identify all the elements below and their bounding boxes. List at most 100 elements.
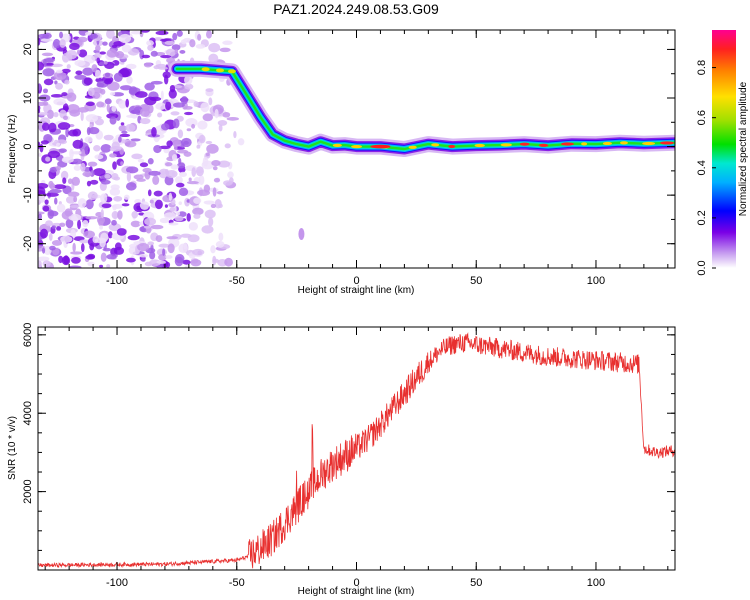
spectrogram-noise-blob — [96, 215, 105, 225]
spectrogram-noise-blob — [55, 69, 63, 74]
spectrogram-noise-blob — [154, 199, 163, 210]
spectrogram-noise-blob — [139, 201, 150, 210]
spectrogram-noise-blob — [214, 108, 219, 119]
spectrogram-noise-blob — [186, 212, 191, 222]
spectrogram-noise-blob — [147, 241, 155, 246]
spectrogram-noise-blob — [42, 68, 55, 77]
spectrogram-noise-blob — [111, 211, 119, 220]
spectrogram-noise-blob — [226, 117, 239, 121]
spectrogram-noise-blob — [165, 101, 172, 111]
spectrogram-noise-blob — [67, 191, 80, 198]
spectrogram-noise-blob — [45, 220, 53, 227]
spectrogram-noise-blob — [131, 211, 139, 219]
spectrogram-noise-blob — [146, 40, 154, 46]
spectrogram-noise-blob — [53, 184, 67, 190]
spectrogram-noise-blob — [108, 223, 122, 232]
spectrogram-noise-blob — [102, 41, 108, 46]
spectrogram-noise-blob — [158, 243, 170, 248]
colorbar-tick-label: 0.0 — [696, 260, 708, 275]
spectrogram-noise-blob — [89, 179, 99, 185]
spectrogram-ytick-label: 20 — [22, 43, 34, 55]
spectrogram-noise-blob — [45, 192, 59, 197]
spectrogram-noise-blob — [124, 140, 137, 148]
spectrogram-noise-blob — [99, 51, 106, 55]
spectrogram-noise-blob — [38, 256, 50, 262]
spectrogram-noise-blob — [223, 180, 233, 186]
spectrogram-noise-blob — [62, 177, 67, 184]
spectrogram-noise-blob — [165, 48, 177, 57]
spectrogram-noise-blob — [170, 111, 180, 116]
spectrogram-noise-blob — [133, 174, 144, 180]
spectrogram-noise-blob — [55, 165, 61, 171]
spectrogram-noise-blob — [150, 50, 158, 57]
spectrogram-noise-blob — [210, 245, 216, 254]
spectrogram-noise-blob — [85, 199, 94, 210]
spectrogram-noise-blob — [196, 144, 201, 149]
spectrogram-noise-blob — [38, 101, 47, 106]
spectrogram-noise-blob — [96, 101, 105, 108]
snr-xtick-label: 100 — [587, 577, 605, 589]
colorbar-tick-label: 0.6 — [696, 110, 708, 125]
spectrogram-noise-blob — [140, 258, 146, 262]
spectrogram-noise-blob — [202, 113, 213, 122]
spectrogram-noise-blob — [109, 91, 116, 96]
spectrogram-noise-blob — [38, 61, 45, 71]
spectrogram-noise-blob — [127, 234, 140, 241]
spectrogram-xtick-label: 0 — [353, 275, 359, 287]
spectrogram-noise-blob — [216, 190, 224, 195]
spectrogram-noise-blob — [208, 42, 221, 53]
spectrogram-noise-blob — [166, 57, 176, 64]
spectrogram-peak — [500, 143, 512, 147]
spectrogram-noise-blob — [222, 111, 231, 118]
spectrogram-noise-blob — [106, 264, 111, 268]
spectrogram-noise-blob — [147, 158, 154, 165]
spectrogram-noise-blob — [62, 115, 68, 120]
spectrogram-noise-blob — [77, 106, 89, 113]
snr-frame — [37, 326, 676, 571]
spectrogram-noise-blob — [165, 255, 173, 259]
spectrogram-noise-blob — [161, 123, 170, 131]
spectrogram-noise-blob — [77, 36, 88, 43]
spectrogram-noise-blob — [48, 180, 54, 189]
spectrogram-noise-blob — [172, 102, 185, 108]
spectrogram-noise-blob — [126, 171, 132, 182]
spectrogram-noise-blob — [212, 187, 217, 197]
spectrogram-noise-blob — [48, 122, 57, 133]
spectrogram-noise-blob — [160, 90, 164, 100]
spectrogram-noise-blob — [176, 30, 183, 37]
spectrogram-noise-blob — [189, 39, 196, 48]
spectrogram-noise-blob — [130, 220, 141, 228]
spectrogram-noise-blob — [175, 211, 181, 216]
spectrogram-noise-blob — [82, 171, 92, 177]
spectrogram-peak — [581, 142, 588, 146]
spectrogram-noise-blob — [38, 259, 42, 268]
spectrogram-noise-blob — [213, 177, 221, 183]
spectrogram-noise-blob — [70, 251, 83, 255]
spectrogram-noise-blob — [204, 209, 216, 219]
spectrogram-noise-blob — [141, 54, 151, 59]
spectrogram-noise-blob — [93, 33, 98, 39]
spectrogram-noise-blob — [208, 53, 219, 64]
spectrogram-noise-blob — [200, 102, 210, 113]
spectrogram-noise-blob — [144, 96, 157, 106]
spectrogram-noise-blob — [108, 231, 113, 239]
spectrogram-noise-blob — [203, 200, 215, 205]
spectrogram-noise-blob — [51, 225, 56, 229]
spectrogram-noise-blob — [174, 215, 184, 222]
spectrogram-noise-blob — [163, 148, 170, 154]
spectrogram-noise-blob — [92, 235, 99, 244]
spectrogram-noise-blob — [150, 80, 163, 85]
spectrogram-frame — [37, 29, 676, 269]
spectrogram-noise-blob — [160, 54, 172, 59]
spectrogram-noise-blob — [106, 254, 117, 260]
spectrogram-noise-blob — [69, 148, 74, 159]
spectrogram-heatmap — [38, 30, 675, 268]
spectrogram-noise-blob — [87, 161, 98, 167]
spectrogram-noise-blob — [126, 114, 139, 119]
spectrogram-noise-blob — [168, 89, 177, 99]
spectrogram-noise-blob — [84, 150, 89, 156]
spectrogram-noise-blob — [120, 85, 132, 91]
spectrogram-noise-blob — [178, 187, 189, 197]
spectrogram-noise-blob — [88, 127, 100, 135]
spectrogram-noise-blob — [218, 160, 231, 168]
